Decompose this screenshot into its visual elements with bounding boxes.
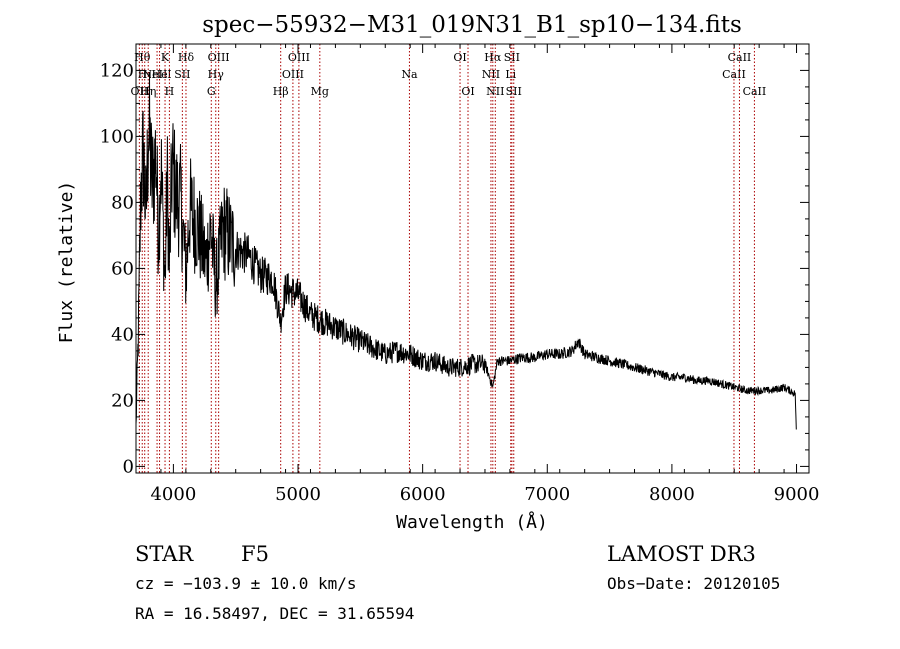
line-label-15: OIII xyxy=(288,51,310,64)
x-tick-label-1: 5000 xyxy=(275,484,321,505)
x-tick-label-0: 4000 xyxy=(150,484,196,505)
observation-date: Obs−Date: 20120105 xyxy=(607,574,780,593)
line-label-7: H xyxy=(165,85,175,98)
line-label-2: Hι xyxy=(138,68,152,81)
y-tick-label-6: 120 xyxy=(100,60,134,81)
y-tick-label-0: 0 xyxy=(123,456,134,477)
line-label-5: He xyxy=(152,68,168,81)
line-label-13: Hβ xyxy=(273,85,289,98)
line-label-14: OIII xyxy=(282,68,304,81)
line-label-6: K xyxy=(161,51,170,64)
line-label-25: SII xyxy=(506,85,522,98)
line-label-12: OIII xyxy=(208,51,230,64)
y-tick-label-4: 80 xyxy=(111,192,134,213)
line-label-9: Hδ xyxy=(178,51,195,64)
x-tick-label-2: 6000 xyxy=(400,484,446,505)
y-tick-label-3: 60 xyxy=(111,258,134,279)
line-label-17: Na xyxy=(401,68,418,81)
line-label-8: SII xyxy=(174,68,190,81)
line-label-21: Hα xyxy=(484,51,502,64)
line-label-11: Hγ xyxy=(208,68,225,81)
line-label-19: OI xyxy=(461,85,474,98)
object-subclass: F5 xyxy=(241,542,269,566)
line-label-24: SII xyxy=(504,51,520,64)
redshift-velocity: cz = −103.9 ± 10.0 km/s xyxy=(135,574,357,593)
axis-ticks: 4000 5000 6000 7000 8000 9000 0 20 40 60 80 100 120 xyxy=(100,44,820,505)
object-class: STAR xyxy=(135,542,194,566)
x-axis-label: Wavelength (Å) xyxy=(396,511,548,533)
line-label-28: CaII xyxy=(743,85,767,98)
flux-line-0 xyxy=(135,71,797,430)
plot-frame xyxy=(135,43,810,474)
x-tick-label-4: 8000 xyxy=(649,484,695,505)
y-axis-label: Flux (relative) xyxy=(56,181,77,344)
line-label-20: NII xyxy=(482,68,500,81)
x-tick-label-3: 7000 xyxy=(524,484,570,505)
y-tick-label-2: 40 xyxy=(111,324,134,345)
line-label-3: Hη xyxy=(140,85,156,98)
x-tick-label-5: 9000 xyxy=(774,484,820,505)
line-label-27: CaII xyxy=(728,51,752,64)
flux-series xyxy=(135,71,797,430)
line-label-16: Mg xyxy=(311,85,329,98)
coordinates: RA = 16.58497, DEC = 31.65594 xyxy=(135,604,414,623)
line-label-18: OI xyxy=(453,51,466,64)
spectral-line-markers: OIIHθHιHηNeIIIHeKHSIIHδGHγOIIIHβOIIIOIII… xyxy=(131,44,767,473)
line-label-26: CaII xyxy=(722,68,746,81)
line-label-23: Li xyxy=(505,68,516,81)
line-label-10: G xyxy=(207,85,216,98)
chart-title: spec−55932−M31_019N31_B1_sp10−134.fits xyxy=(202,12,742,38)
line-label-22: NII xyxy=(486,85,504,98)
survey-name: LAMOST DR3 xyxy=(607,542,756,566)
y-tick-label-5: 100 xyxy=(100,126,134,147)
y-tick-label-1: 20 xyxy=(111,390,134,411)
line-label-0: OII xyxy=(131,85,149,98)
